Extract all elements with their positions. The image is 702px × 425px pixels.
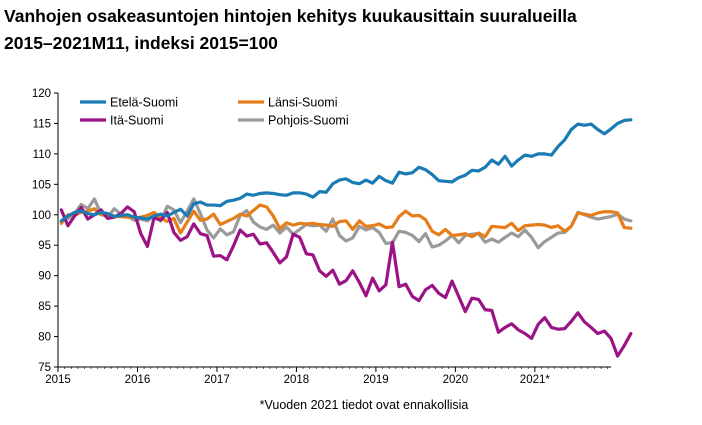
- y-tick-label: 80: [38, 332, 51, 344]
- series-layer: [59, 118, 633, 358]
- legend-label: Pohjois-Suomi: [268, 114, 349, 128]
- series-line-it-suomi: [59, 205, 633, 358]
- chart-title: Vanhojen osakeasuntojen hintojen kehitys…: [4, 3, 694, 57]
- chart-axes: 75 80 85 90 95 100 105 110 115 120 2015 2016 2017 201…: [32, 88, 611, 386]
- x-tick-label: 2019: [363, 374, 389, 386]
- x-tick-label: 2020: [443, 374, 469, 386]
- legend-label: Etelä-Suomi: [110, 96, 178, 110]
- chart-legend: Etelä-Suomi Länsi-Suomi Itä-Suomi Pohjois-S…: [80, 96, 349, 128]
- title-line-2: 2015–2021M11, indeksi 2015=100: [4, 33, 278, 53]
- x-tick-label: 2015: [45, 374, 71, 386]
- legend-label: Itä-Suomi: [110, 114, 164, 128]
- x-tick-label: 2021*: [520, 374, 551, 386]
- series-line-etel-suomi: [59, 118, 633, 223]
- x-tick-label: 2018: [284, 374, 310, 386]
- y-tick-label: 90: [38, 271, 51, 283]
- title-line-1: Vanhojen osakeasuntojen hintojen kehitys…: [4, 6, 577, 26]
- legend-label: Länsi-Suomi: [268, 96, 337, 110]
- y-tick-label: 75: [38, 362, 51, 374]
- y-tick-label: 95: [38, 240, 51, 252]
- y-tick-label: 110: [33, 149, 51, 161]
- footnote: *Vuoden 2021 tiedot ovat ennakollisia: [259, 398, 469, 412]
- y-tick-label: 100: [32, 210, 51, 222]
- x-tick-label: 2016: [125, 374, 151, 386]
- y-tick-label: 105: [32, 179, 51, 191]
- y-tick-label: 85: [38, 301, 51, 313]
- y-tick-label: 115: [33, 118, 51, 130]
- x-tick-label: 2017: [204, 374, 230, 386]
- y-tick-label: 120: [32, 88, 51, 100]
